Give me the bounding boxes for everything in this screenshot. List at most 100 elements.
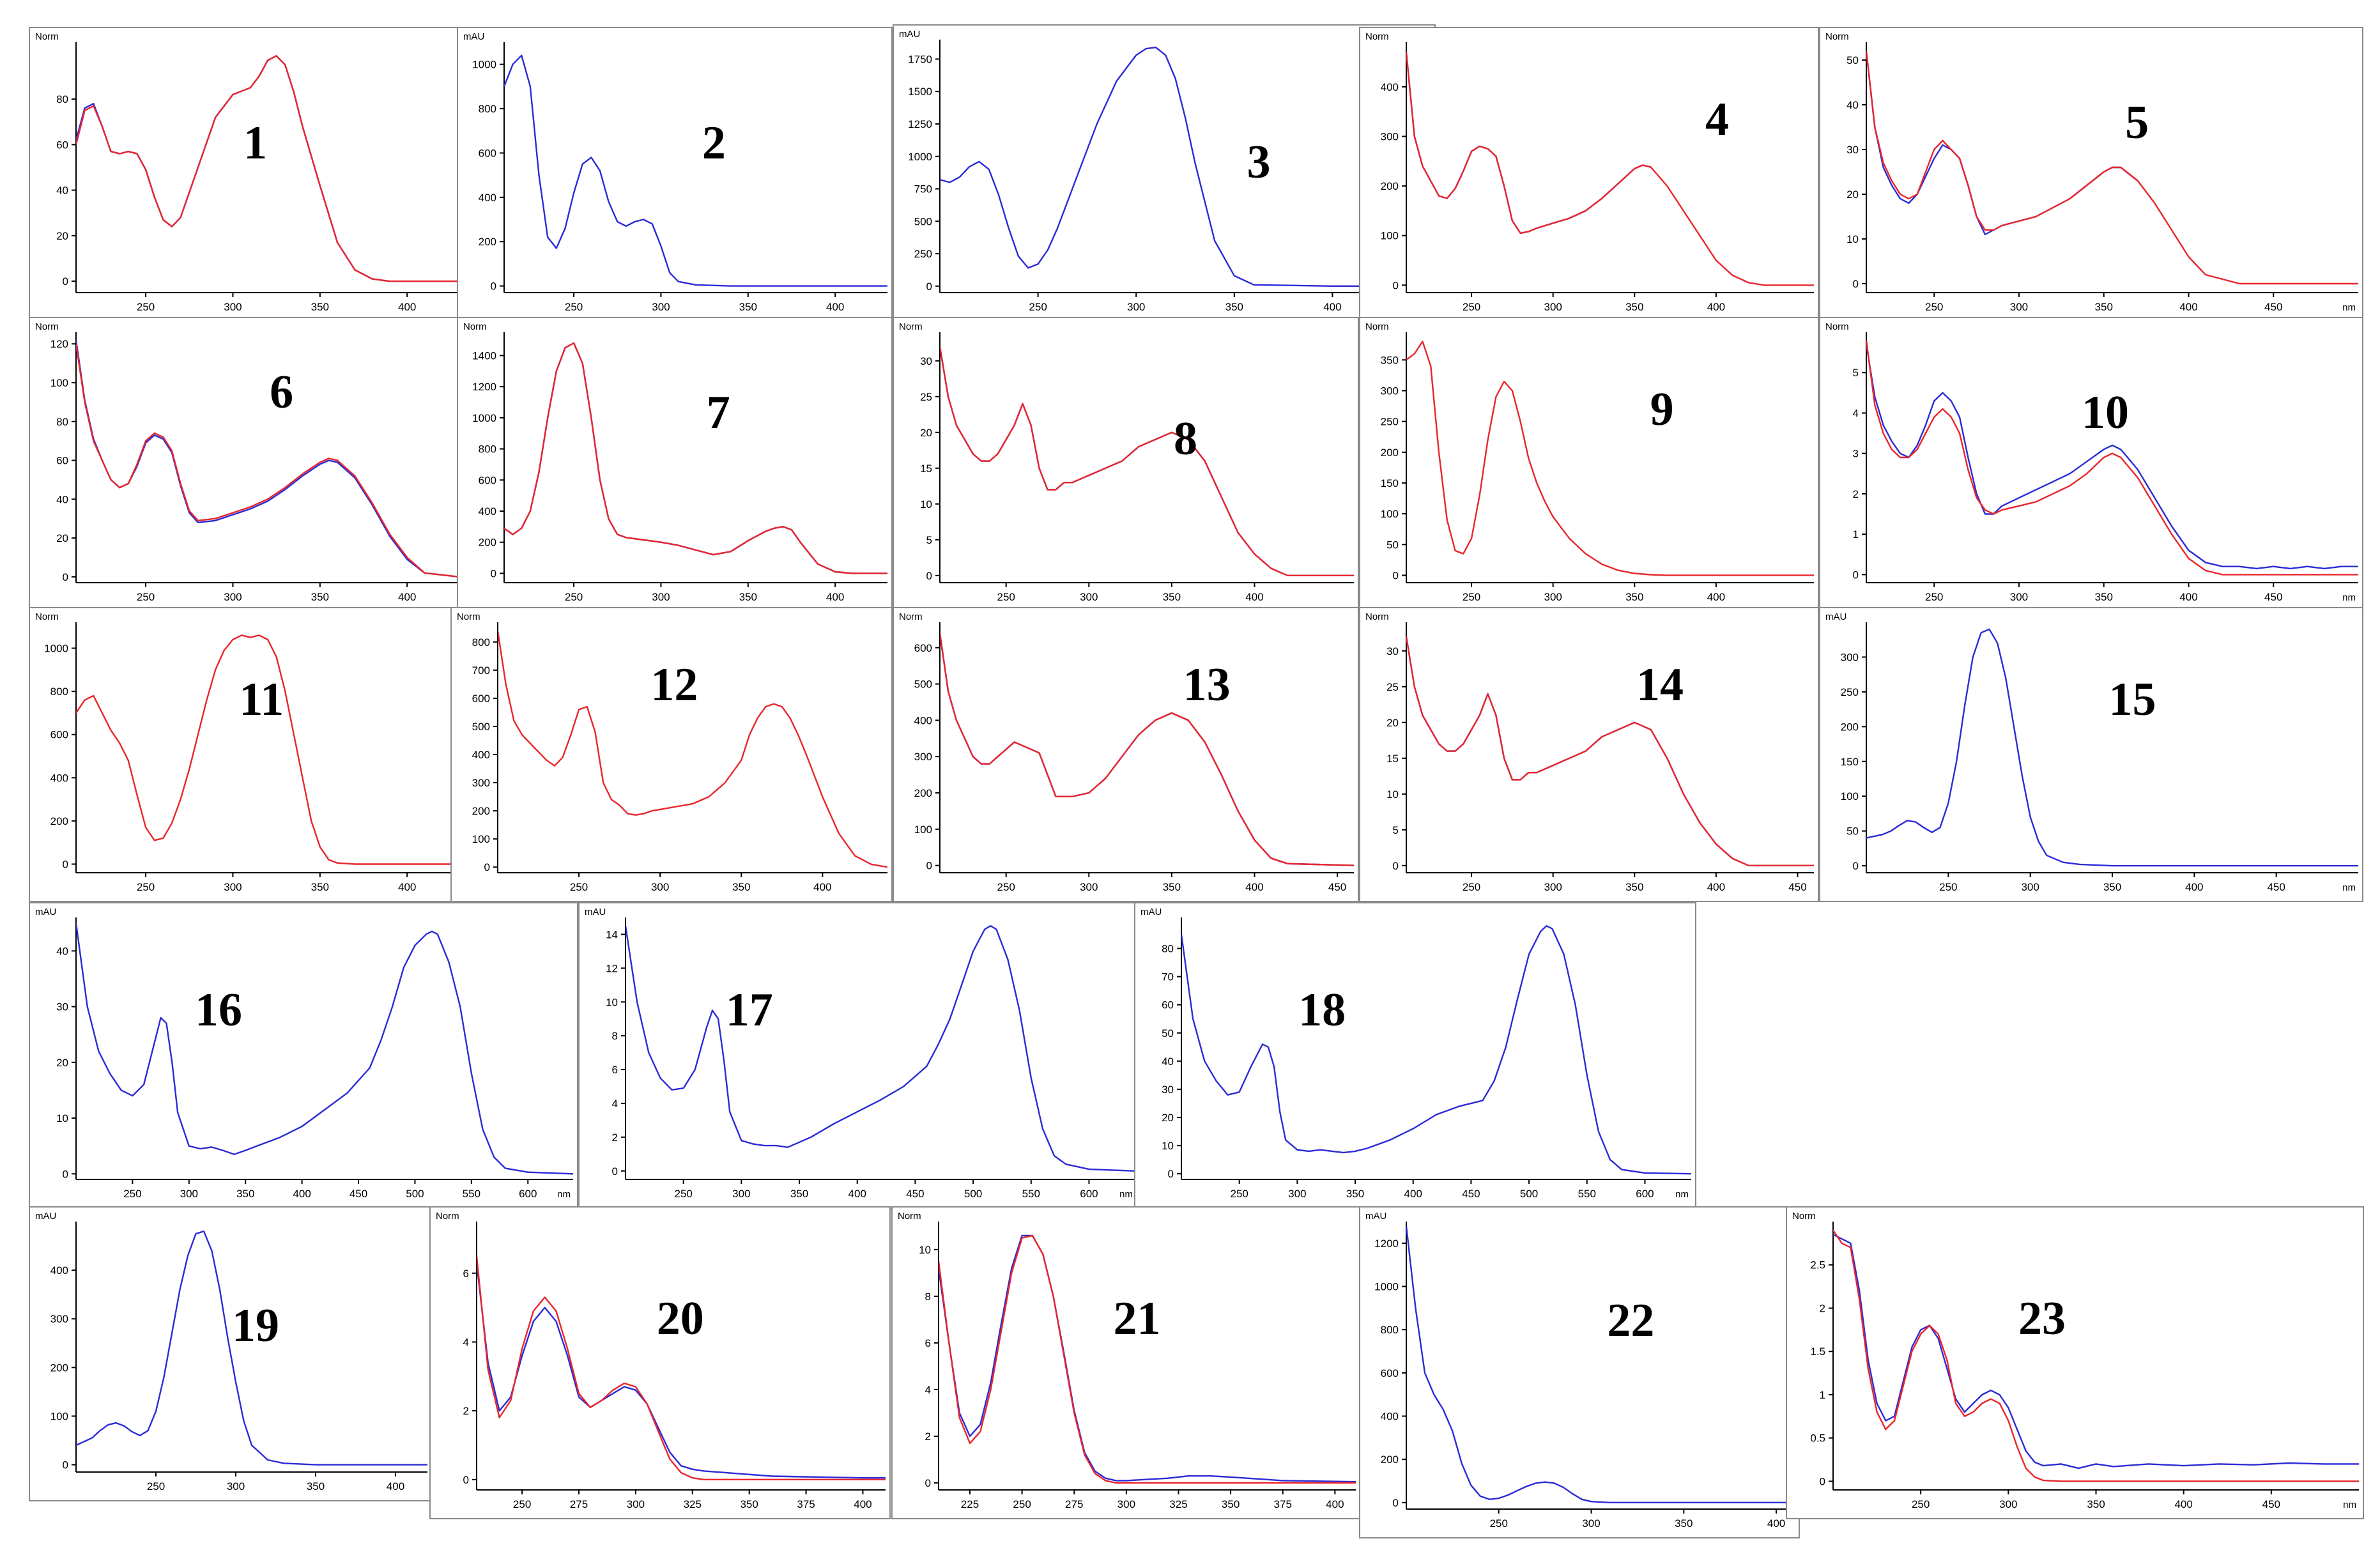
y-tick-label: 1500 xyxy=(908,86,932,98)
y-unit-label: mAU xyxy=(35,1211,56,1222)
y-tick-label: 0 xyxy=(1393,860,1399,872)
y-tick-label: 400 xyxy=(1381,1411,1399,1423)
x-tick-label: 300 xyxy=(1117,1498,1135,1510)
y-unit-label: mAU xyxy=(35,907,56,917)
y-tick-label: 1750 xyxy=(908,53,932,65)
y-tick-label: 1200 xyxy=(472,381,496,393)
y-tick-label: 0 xyxy=(484,861,490,873)
x-tick-label: 350 xyxy=(2103,881,2121,893)
y-tick-label: 500 xyxy=(914,215,932,227)
x-tick-label: 550 xyxy=(1022,1188,1040,1200)
spectrum-plot-4: 0 100 200 300 400 250 300 350 400 Norm xyxy=(1365,31,1814,313)
y-tick-label: 150 xyxy=(1381,477,1399,489)
series-line-blue xyxy=(477,1262,886,1479)
y-unit-label: Norm xyxy=(1365,321,1389,332)
spectrum-panel-9: 0 50 100 150 200 250 300 350 250 300 350 400 Norm 9 xyxy=(1359,317,1819,612)
x-tick-label: 300 xyxy=(1080,881,1098,893)
series-line-blue xyxy=(76,923,573,1175)
y-tick-label: 4 xyxy=(463,1336,469,1348)
x-tick-label: 450 xyxy=(1788,881,1806,893)
x-tick-label: 300 xyxy=(1544,881,1562,893)
x-tick-label: 350 xyxy=(236,1188,254,1200)
y-tick-label: 800 xyxy=(472,636,490,648)
spectrum-plot-9: 0 50 100 150 200 250 300 350 250 300 350 400 Norm xyxy=(1365,321,1814,603)
y-tick-label: 3 xyxy=(1853,448,1859,460)
x-tick-label: 300 xyxy=(1288,1188,1306,1200)
x-tick-label: 300 xyxy=(1127,301,1145,313)
series-line-blue xyxy=(626,925,1135,1172)
series-line-red xyxy=(498,631,887,868)
y-unit-label: mAU xyxy=(899,29,920,40)
y-tick-label: 600 xyxy=(479,474,496,486)
panel-number: 16 xyxy=(195,983,242,1036)
y-tick-label: 40 xyxy=(56,493,68,505)
y-tick-label: 10 xyxy=(56,1112,68,1124)
series-line-blue xyxy=(940,633,1354,866)
y-tick-label: 400 xyxy=(914,714,932,726)
series-line-blue xyxy=(939,1234,1356,1483)
panel-number: 18 xyxy=(1298,983,1346,1036)
x-tick-label: 300 xyxy=(224,301,242,313)
x-tick-label: 350 xyxy=(2095,591,2113,603)
x-tick-label: 350 xyxy=(740,1498,758,1510)
y-unit-label: Norm xyxy=(899,321,923,332)
spectrum-plot-19: 0 100 200 300 400 250 300 350 400 mAU xyxy=(35,1211,427,1492)
series-line-red xyxy=(1406,52,1814,286)
x-tick-label: 300 xyxy=(1582,1517,1600,1530)
x-tick-label: 300 xyxy=(224,591,242,603)
series-line-red xyxy=(1833,1229,2359,1482)
x-tick-label: 350 xyxy=(1625,591,1643,603)
panel-number: 22 xyxy=(1607,1294,1655,1347)
y-tick-label: 10 xyxy=(1846,233,1859,245)
y-tick-label: 25 xyxy=(1386,681,1399,693)
x-tick-label: 300 xyxy=(1544,591,1562,603)
y-tick-label: 5 xyxy=(926,534,932,546)
series-line-red xyxy=(1866,50,2358,285)
y-tick-label: 10 xyxy=(606,996,618,1008)
y-tick-label: 0 xyxy=(63,571,68,583)
y-unit-label: Norm xyxy=(1792,1211,1816,1222)
spectrum-plot-13: 0 100 200 300 400 500 600 250 300 350 400 450 Norm xyxy=(899,611,1354,893)
y-tick-label: 100 xyxy=(472,833,490,845)
x-tick-label: 400 xyxy=(2179,591,2197,603)
y-tick-label: 400 xyxy=(50,1264,68,1277)
y-tick-label: 30 xyxy=(1386,645,1399,657)
x-tick-label: 350 xyxy=(1346,1188,1364,1200)
x-tick-label: 250 xyxy=(1013,1498,1031,1510)
spectrum-plot-17: 0 2 4 6 8 10 12 14 250 300 350 400 450 500 550 600 mAU nm xyxy=(585,907,1135,1200)
spectrum-panel-14: 0 5 10 15 20 25 30 250 300 350 400 450 Norm 14 xyxy=(1359,607,1819,902)
y-tick-label: 1000 xyxy=(472,412,496,424)
y-tick-label: 600 xyxy=(472,693,490,705)
x-tick-label: 250 xyxy=(565,301,583,313)
y-tick-label: 50 xyxy=(1162,1027,1174,1039)
y-tick-label: 800 xyxy=(479,443,496,456)
x-tick-label: 250 xyxy=(1912,1498,1930,1510)
y-tick-label: 0 xyxy=(63,858,68,870)
y-unit-label: Norm xyxy=(1365,31,1389,42)
y-tick-label: 200 xyxy=(1381,180,1399,192)
y-tick-label: 6 xyxy=(463,1268,469,1280)
y-tick-label: 0 xyxy=(463,1474,469,1486)
y-tick-label: 4 xyxy=(612,1098,618,1110)
y-tick-label: 700 xyxy=(472,664,490,677)
series-line-blue xyxy=(940,346,1354,576)
y-tick-label: 0 xyxy=(63,1168,68,1180)
y-tick-label: 250 xyxy=(914,248,932,260)
y-tick-label: 600 xyxy=(914,642,932,654)
x-tick-label: 300 xyxy=(2021,881,2039,893)
y-tick-label: 0 xyxy=(491,567,496,579)
series-line-red xyxy=(1866,340,2358,576)
y-tick-label: 400 xyxy=(50,772,68,784)
y-tick-label: 20 xyxy=(1846,188,1859,201)
x-tick-label: 400 xyxy=(826,591,844,603)
y-tick-label: 200 xyxy=(1381,447,1399,459)
spectrum-plot-18: 0 10 20 30 40 50 60 70 80 250 300 350 400 450 500 550 60… xyxy=(1140,907,1691,1200)
x-tick-label: 225 xyxy=(961,1498,979,1510)
y-tick-label: 200 xyxy=(472,805,490,817)
spectrum-panel-1: 0 20 40 60 80 250 300 350 400 Norm 1 xyxy=(29,27,464,322)
y-tick-label: 2 xyxy=(925,1430,931,1443)
y-unit-label: Norm xyxy=(35,31,59,42)
series-line-red xyxy=(939,1234,1356,1484)
x-unit-label: nm xyxy=(2342,302,2356,313)
x-tick-label: 250 xyxy=(1925,591,1943,603)
